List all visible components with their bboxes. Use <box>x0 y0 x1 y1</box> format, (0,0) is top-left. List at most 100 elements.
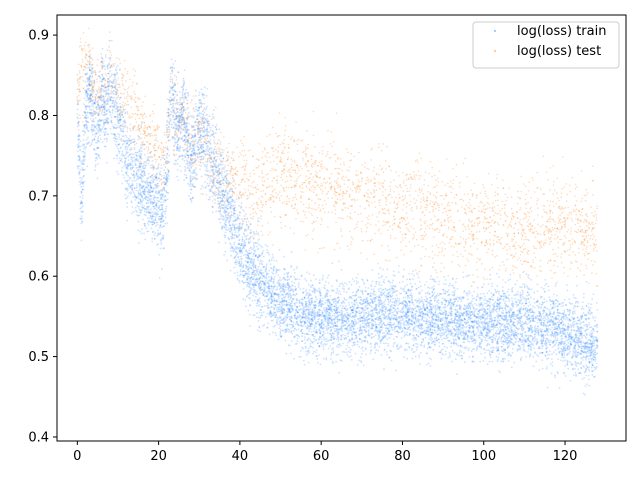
test-point <box>525 216 528 218</box>
test-point <box>326 192 329 194</box>
test-point <box>232 180 234 183</box>
test-point <box>357 213 360 216</box>
test-point <box>564 206 566 209</box>
test-point <box>426 199 428 202</box>
test-point <box>324 187 326 189</box>
test-point <box>420 224 423 226</box>
test-point <box>261 170 263 172</box>
train-point <box>386 268 389 271</box>
test-point <box>335 153 337 156</box>
test-point <box>476 218 479 220</box>
test-point <box>399 184 401 187</box>
train-point <box>122 127 125 130</box>
test-point <box>385 198 388 201</box>
test-point <box>473 242 475 245</box>
test-point <box>441 249 444 252</box>
test-point <box>553 272 555 274</box>
test-point <box>493 222 496 224</box>
test-point <box>286 195 289 198</box>
test-point <box>313 161 316 164</box>
test-point <box>412 234 415 236</box>
train-point <box>313 337 315 340</box>
train-point <box>330 351 333 354</box>
test-point <box>450 228 453 231</box>
test-point <box>482 205 485 208</box>
test-point <box>586 253 589 255</box>
test-point <box>226 198 228 200</box>
test-point <box>370 223 372 226</box>
test-point <box>431 227 434 230</box>
test-point <box>543 208 545 211</box>
test-point <box>314 162 317 164</box>
train-point <box>569 380 572 382</box>
test-point <box>418 187 421 190</box>
test-point <box>384 259 387 261</box>
test-point <box>424 206 426 209</box>
test-point <box>233 151 235 153</box>
test-point <box>78 88 80 91</box>
test-point <box>476 194 479 196</box>
test-point <box>284 146 286 148</box>
train-point <box>501 286 504 288</box>
train-point <box>497 313 499 315</box>
test-point <box>516 202 519 205</box>
test-point <box>526 225 529 227</box>
test-point <box>117 94 120 97</box>
train-point <box>155 167 158 170</box>
test-point <box>122 85 124 87</box>
train-point <box>443 323 446 325</box>
test-point <box>584 230 586 232</box>
test-point <box>569 190 572 193</box>
train-point <box>379 342 382 344</box>
test-point <box>397 224 400 227</box>
test-point <box>530 206 532 209</box>
test-point <box>119 62 121 65</box>
test-point <box>314 202 317 204</box>
test-point <box>537 233 539 235</box>
test-point <box>213 198 216 200</box>
test-point <box>399 231 402 233</box>
test-point <box>339 163 342 165</box>
test-point <box>443 198 446 200</box>
train-point <box>140 232 143 235</box>
test-point <box>330 131 333 133</box>
test-point <box>489 225 492 227</box>
test-point <box>577 218 579 221</box>
test-point <box>280 194 283 197</box>
train-point <box>373 294 375 296</box>
train-point <box>400 346 403 348</box>
test-point <box>360 252 362 254</box>
test-point <box>334 190 336 193</box>
test-point <box>185 143 187 146</box>
train-point <box>179 91 181 93</box>
test-point <box>518 197 521 200</box>
test-point <box>422 211 425 213</box>
test-point <box>321 219 323 221</box>
test-point <box>333 193 336 195</box>
test-point <box>312 220 315 223</box>
test-point <box>231 176 234 179</box>
train-point <box>492 328 494 331</box>
train-point <box>260 312 263 314</box>
test-point <box>78 114 81 117</box>
test-point <box>462 162 465 165</box>
test-point <box>158 155 161 158</box>
train-point <box>495 315 498 317</box>
test-point <box>358 151 360 154</box>
test-point <box>550 240 553 243</box>
test-point <box>429 224 431 226</box>
test-point <box>304 249 307 251</box>
test-point <box>468 220 471 222</box>
test-point <box>505 243 508 246</box>
train-point <box>198 129 201 132</box>
train-point <box>491 360 494 363</box>
test-point <box>129 116 132 119</box>
test-point <box>128 86 130 88</box>
test-point <box>425 227 427 230</box>
test-point <box>130 98 133 101</box>
test-point <box>175 153 178 156</box>
train-point <box>448 285 450 287</box>
train-point <box>140 150 143 153</box>
test-point <box>524 202 527 205</box>
test-point <box>144 130 146 133</box>
